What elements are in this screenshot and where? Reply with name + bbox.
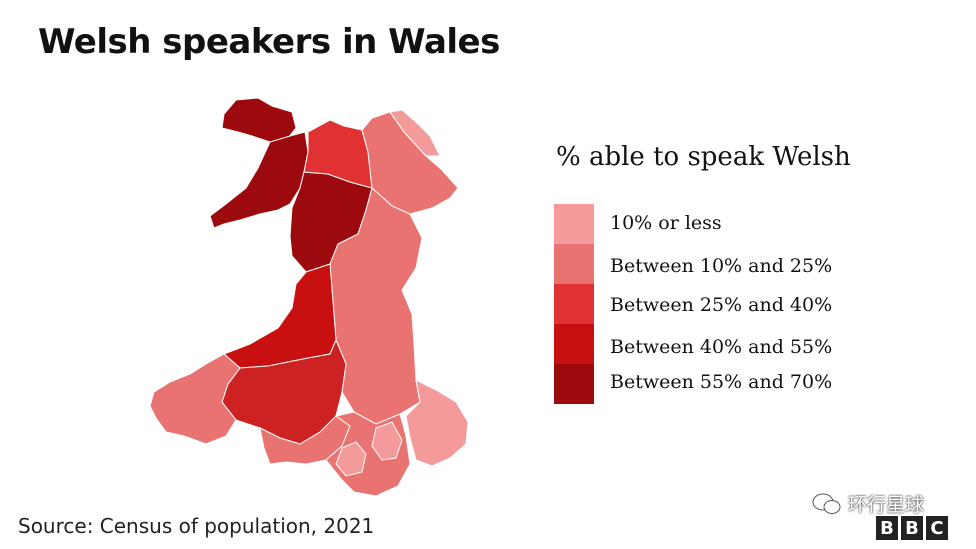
wales-map [149, 97, 469, 497]
legend-label-2: Between 10% and 25% [610, 255, 833, 277]
legend-swatch-5 [554, 364, 594, 404]
legend-swatch-1 [554, 204, 594, 244]
wechat-icon [812, 493, 841, 514]
source-note: Source: Census of population, 2021 [18, 514, 375, 538]
bbc-logo: B B C [876, 516, 948, 540]
region-pembrokeshire [149, 353, 241, 445]
legend-title: % able to speak Welsh [556, 142, 851, 172]
bbc-logo-letter-2: B [901, 516, 923, 540]
map-title: Welsh speakers in Wales [38, 22, 500, 62]
region-ceredigion [223, 263, 337, 369]
watermark-text: 环行星球 [848, 494, 925, 516]
legend-label-5: Between 55% and 70% [610, 371, 833, 393]
bbc-logo-letter-3: C [926, 516, 948, 540]
bbc-logo-letter-1: B [876, 516, 898, 540]
region-anglesey [221, 97, 297, 143]
region-gwynedd-northwest [209, 131, 309, 229]
legend-swatch-4 [554, 324, 594, 364]
legend-label-3: Between 25% and 40% [610, 294, 833, 316]
legend-swatch-3 [554, 284, 594, 324]
region-vale [335, 441, 367, 477]
region-wrexham [389, 109, 441, 157]
legend-label-4: Between 40% and 55% [610, 336, 833, 358]
legend-swatch-2 [554, 244, 594, 284]
watermark: 环行星球 [812, 490, 924, 517]
region-monmouth-newport [405, 379, 469, 467]
legend-label-1: 10% or less [610, 212, 722, 234]
region-cardiff [371, 421, 403, 461]
